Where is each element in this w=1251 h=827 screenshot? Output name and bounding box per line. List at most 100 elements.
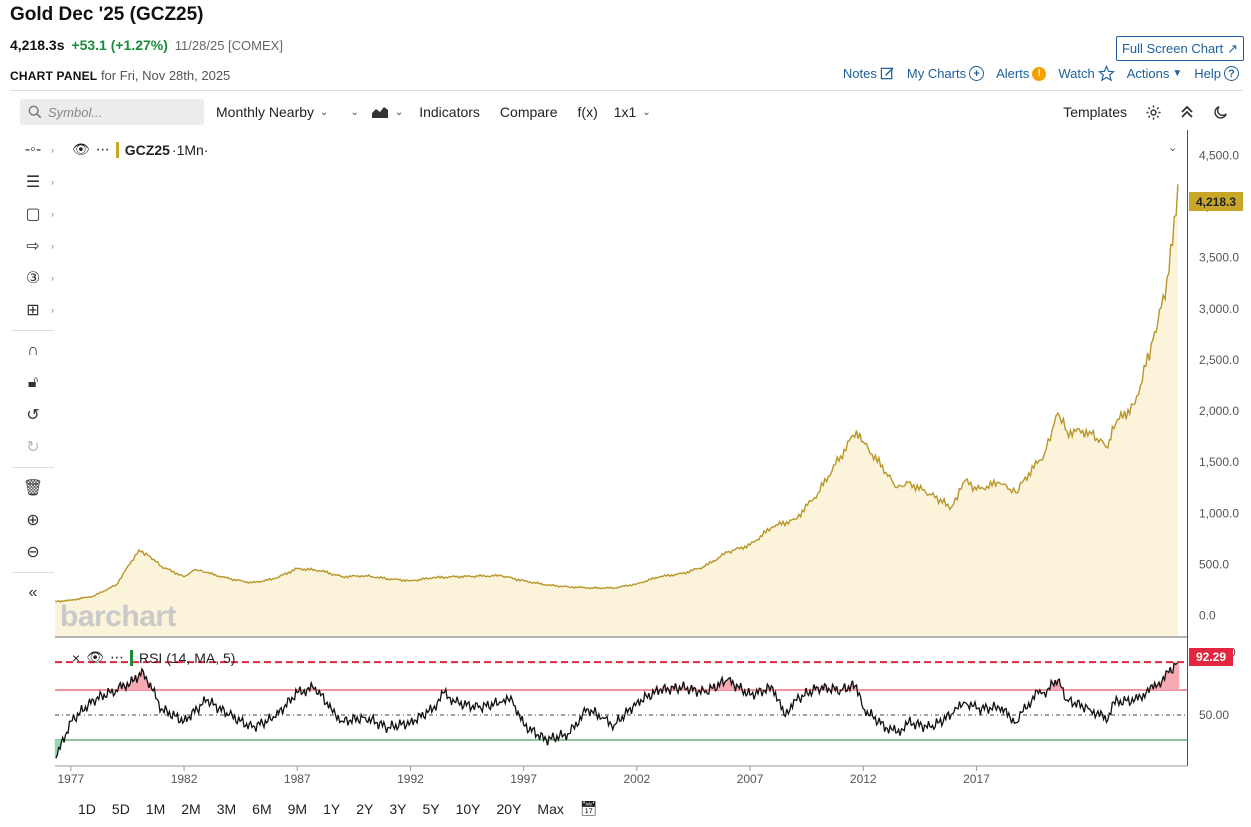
range-button-20y[interactable]: 20Y [496,800,522,817]
close-icon[interactable]: × [72,649,81,666]
layout-select[interactable]: 1x1 ⌄ [614,104,651,120]
range-button-3y[interactable]: 3Y [389,800,407,817]
drawing-tools-sidebar: -◦- › ☰ › ▢ › ⇨ › ③ › ⊞ › ∩ 🔓︎ ↺ ↻ 🗑︎ ⊕ ⊖ « [12,134,54,609]
rsi-legend[interactable]: × 👁︎ ⋯ RSI (14, MA, 5) [72,649,235,666]
range-button-1d[interactable]: 1D [78,800,96,817]
chevron-down-icon: ⌄ [350,106,359,118]
templates-button[interactable]: Templates [1063,104,1127,120]
collapse-up-icon[interactable] [1180,104,1194,120]
rsi-series-line [55,661,1179,759]
x-axis-tick: 2012 [850,772,877,786]
full-screen-chart-button[interactable]: Full Screen Chart ↗ [1116,36,1244,61]
last-price-tag: 4,218.3 [1189,192,1243,211]
zoom-in-button[interactable]: ⊕ [12,504,54,536]
number-tool[interactable]: ③ › [12,262,54,294]
range-button-3m[interactable]: 3M [216,800,237,817]
range-button-max[interactable]: Max [537,800,564,817]
my-charts-label: My Charts [906,66,967,81]
x-axis-tick: 1982 [171,772,198,786]
symbol-search-input[interactable]: Symbol... [20,99,204,125]
my-charts-link[interactable]: My Charts + [906,66,985,81]
redo-icon: ↻ [26,439,40,456]
zoom-out-button[interactable]: ⊖ [12,536,54,568]
x-axis-tick: 1977 [57,772,84,786]
compare-button[interactable]: Compare [500,104,558,120]
help-link[interactable]: Help ? [1194,66,1239,81]
range-button-2m[interactable]: 2M [181,800,201,817]
actions-label: Actions [1126,66,1170,81]
rsi-color-swatch [129,649,133,666]
arrow-icon: ⇨ [26,238,40,255]
chevron-down-icon[interactable]: ⌄ [1168,142,1178,154]
chevron-right-icon: › [51,209,54,219]
range-button-1y[interactable]: 1Y [323,800,341,817]
delete-button[interactable]: 🗑︎ [12,472,54,504]
undo-button[interactable]: ↺ [12,399,54,431]
collapse-sidebar-button[interactable]: « [12,577,54,609]
page-title: Gold Dec '25 (GCZ25) [10,4,204,25]
arrow-tool[interactable]: ⇨ › [12,230,54,262]
range-button-5y[interactable]: 5Y [422,800,440,817]
notes-link[interactable]: Notes [843,66,895,81]
search-icon [28,105,42,119]
more-icon[interactable]: ⋯ [95,141,110,157]
eye-icon[interactable]: 👁︎ [72,141,90,157]
gear-icon[interactable] [1145,104,1162,121]
crosshair-icon: -◦- [24,141,42,158]
bar-type-select[interactable]: ⌄ [350,107,358,118]
range-button-6m[interactable]: 6M [252,800,272,817]
rectangle-tool[interactable]: ▢ › [12,198,54,230]
watch-label: Watch [1058,66,1095,81]
calendar-icon[interactable]: 📅︎ [579,800,598,816]
function-button[interactable]: f(x) [578,104,598,120]
price-axis-tick: 1,000.0 [1199,506,1239,520]
area-chart-icon [371,107,388,118]
watch-link[interactable]: Watch [1058,65,1115,82]
range-button-1m[interactable]: 1M [145,800,166,817]
redo-button[interactable]: ↻ [12,431,54,463]
header-divider [10,90,1243,91]
measure-icon: ⊞ [26,302,40,319]
chevron-right-icon: › [51,305,54,315]
price-axis-tick: 2,000.0 [1199,404,1239,418]
caret-down-icon: ▼ [1172,68,1183,79]
sidebar-divider [12,467,54,468]
chevron-down-icon: ⌄ [394,106,404,118]
alerts-link[interactable]: Alerts ! [996,66,1047,81]
unlock-icon: 🔓︎ [27,374,39,391]
main-legend[interactable]: 👁︎ ⋯ GCZ25 ·1Mn· [72,141,208,158]
lock-button[interactable]: 🔓︎ [12,367,54,399]
crosshair-tool[interactable]: -◦- › [12,134,54,166]
chevron-right-icon: › [51,145,54,155]
x-axis-tick: 1992 [397,772,424,786]
range-button-9m[interactable]: 9M [287,800,308,817]
eye-icon[interactable]: 👁︎ [86,649,104,665]
question-icon: ? [1224,66,1239,81]
range-button-10y[interactable]: 10Y [455,800,481,817]
chart-style-select[interactable]: ⌄ [371,105,403,119]
moon-icon[interactable] [1212,104,1229,121]
sidebar-divider [12,572,54,573]
actions-menu[interactable]: Actions ▼ [1127,66,1183,81]
period-select[interactable]: Monthly Nearby ⌄ [216,104,328,120]
series-color-swatch [115,141,119,158]
range-button-2y[interactable]: 2Y [356,800,374,817]
price-area-fill [55,184,1178,637]
measure-tool[interactable]: ⊞ › [12,294,54,326]
chevron-right-icon: › [51,177,54,187]
price-series-line [54,184,1179,603]
magnet-button[interactable]: ∩ [12,335,54,367]
legend-ticker: GCZ25 [124,141,170,158]
zoom-in-icon: ⊕ [26,512,40,529]
price-axis-tick: 2,500.0 [1199,353,1239,367]
x-axis-tick: 2002 [623,772,650,786]
edit-icon [880,67,894,80]
price-axis-tick: 3,000.0 [1199,302,1239,316]
barchart-logo: barchart [60,600,177,633]
list-tool[interactable]: ☰ › [12,166,54,198]
range-button-5d[interactable]: 5D [111,800,130,817]
rsi-axis-tick: 50.00 [1199,708,1229,722]
more-icon[interactable]: ⋯ [109,649,124,665]
indicators-button[interactable]: Indicators [419,104,480,120]
compare-label: Compare [499,104,558,120]
